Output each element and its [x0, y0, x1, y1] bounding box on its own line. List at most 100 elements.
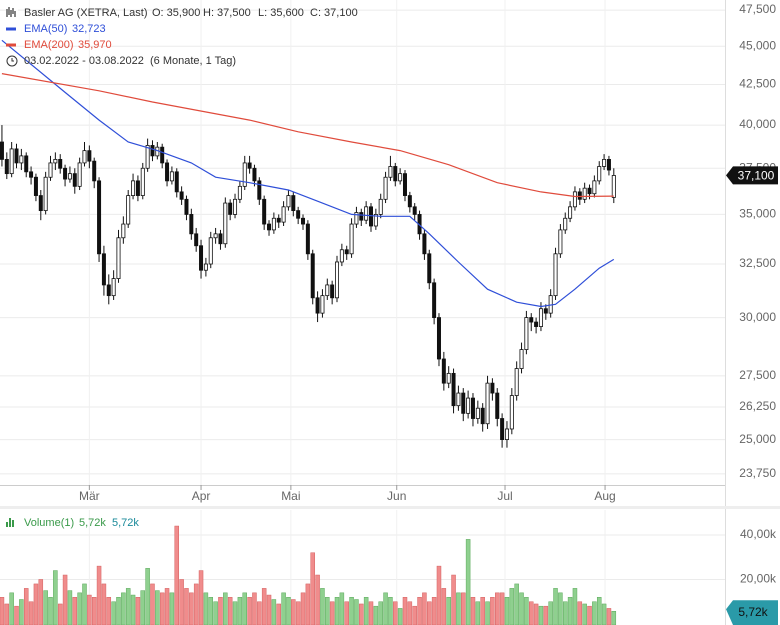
candle-body: [558, 229, 563, 255]
price-tag: [726, 166, 778, 185]
candle-body: [97, 180, 102, 255]
candle-body: [349, 223, 354, 255]
volume-bar: [441, 588, 447, 625]
candle-body: [199, 245, 204, 271]
candle-body: [398, 173, 403, 182]
candle-body: [286, 195, 291, 208]
legend-name: EMA(50): [24, 23, 67, 35]
volume-bar: [77, 592, 82, 625]
candle-body: [106, 284, 111, 297]
legend-swatch: [6, 43, 16, 47]
volume-bar: [315, 574, 320, 625]
volume-bar: [378, 601, 383, 625]
candle-body: [310, 253, 315, 299]
candle-body: [189, 214, 194, 235]
volume-legend-value: 5,72k: [79, 517, 106, 529]
volume-bar: [465, 539, 471, 625]
volume-bar: [62, 574, 68, 625]
volume-bar: [305, 583, 311, 625]
candle-body: [500, 418, 505, 440]
volume-bar: [558, 592, 563, 625]
candle-body: [325, 284, 330, 297]
candle-body: [330, 284, 335, 299]
candle-body: [354, 212, 359, 225]
volume-bar: [33, 583, 39, 625]
candle-body: [92, 160, 97, 182]
volume-bar: [155, 590, 160, 625]
volume-bar: [514, 583, 519, 625]
volume-bar: [237, 597, 243, 625]
volume-bar: [548, 601, 553, 625]
volume-bar: [135, 597, 141, 625]
volume-bar: [577, 601, 583, 625]
volume-bar: [169, 592, 175, 625]
volume-bar: [266, 594, 272, 625]
volume-bar: [349, 597, 354, 625]
volume-bar: [150, 583, 155, 625]
candle-body: [393, 166, 398, 182]
y-tick-label: 32,500: [739, 256, 776, 270]
candle-body: [529, 317, 534, 323]
volume-bar: [125, 588, 131, 625]
candle-body: [29, 171, 34, 178]
volume-bar: [179, 579, 184, 625]
close-label: C: 37,100: [310, 7, 358, 19]
candle-body: [194, 233, 199, 247]
candle-body: [247, 162, 252, 169]
volume-bar: [475, 601, 481, 625]
volume-bar: [38, 579, 44, 625]
volume-bar: [562, 601, 568, 625]
volume-bar: [96, 565, 102, 625]
volume-bar: [218, 597, 223, 625]
volume-bar: [281, 592, 286, 625]
candle-body: [509, 395, 514, 430]
volume-bar: [606, 608, 612, 625]
candle-body: [451, 372, 456, 407]
volume-bar: [470, 597, 476, 625]
clock-icon: [6, 55, 18, 67]
candle-body: [611, 175, 616, 198]
volume-bar: [339, 592, 345, 625]
candle-body: [116, 237, 121, 279]
legend-name: EMA(200): [24, 39, 74, 51]
volume-bar: [91, 597, 97, 625]
volume-bar: [596, 597, 602, 625]
candle-body: [77, 162, 82, 187]
volume-bar: [130, 594, 136, 625]
candle-body: [475, 407, 480, 419]
candle-body: [150, 145, 155, 157]
candle-body: [587, 187, 592, 195]
candle-body: [305, 223, 310, 255]
candle-body: [543, 308, 548, 314]
low-label: L: 35,600: [258, 7, 304, 19]
volume-bar: [393, 601, 398, 625]
candle-body: [43, 176, 48, 212]
volume-bar: [198, 570, 204, 625]
candle-body: [456, 392, 461, 407]
volume-bar: [388, 597, 393, 625]
candle-body: [373, 214, 378, 227]
candle-body: [203, 263, 208, 271]
volume-bar: [427, 601, 432, 625]
volume-bar: [436, 565, 442, 625]
candle-body: [577, 191, 582, 200]
candle-body: [276, 217, 281, 223]
y-tick-label: 42,500: [739, 77, 776, 91]
volume-bar: [402, 597, 408, 625]
x-tick-label: Mai: [281, 489, 300, 503]
candle-body: [504, 428, 509, 440]
candle-body: [213, 233, 218, 239]
candle-body: [14, 148, 19, 164]
volume-bar: [431, 597, 437, 625]
volume-bar: [485, 601, 490, 625]
ohlc-icon: [6, 7, 16, 17]
candle-body: [315, 297, 320, 314]
candle-body: [490, 382, 495, 394]
volume-bar: [184, 588, 189, 625]
volume-bar: [407, 601, 413, 625]
candle-body: [422, 233, 427, 255]
candle-body: [553, 253, 558, 297]
volume-bar: [43, 590, 48, 625]
